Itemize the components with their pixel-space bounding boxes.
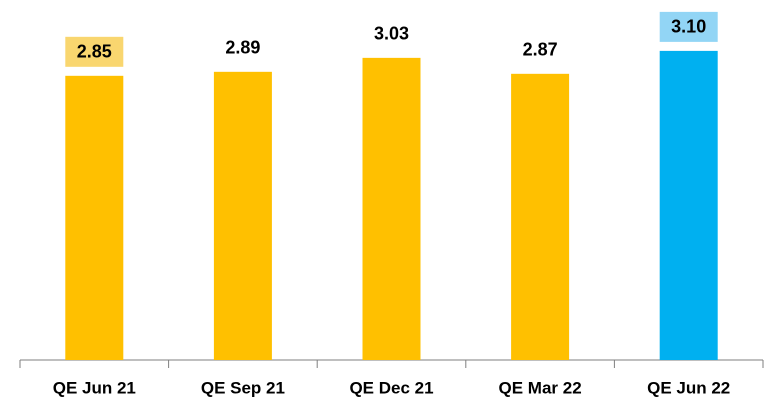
- data-label-background: [65, 36, 124, 67]
- x-tick-label: QE Sep 21: [201, 378, 285, 397]
- bar: [511, 73, 570, 360]
- bar: [659, 50, 718, 361]
- x-tick-label: QE Dec 21: [349, 378, 433, 397]
- data-label: 2.85: [77, 42, 112, 62]
- bar: [65, 75, 124, 361]
- bar: [213, 71, 272, 360]
- data-label: 2.89: [225, 38, 260, 58]
- data-label-background: [659, 11, 718, 42]
- data-label: 3.03: [374, 24, 409, 44]
- data-label: 2.87: [523, 40, 558, 60]
- x-tick-label: QE Jun 21: [53, 378, 136, 397]
- data-label: 3.10: [671, 17, 706, 37]
- bar: [362, 57, 421, 360]
- x-tick-label: QE Jun 22: [647, 378, 730, 397]
- x-tick-label: QE Mar 22: [499, 378, 582, 397]
